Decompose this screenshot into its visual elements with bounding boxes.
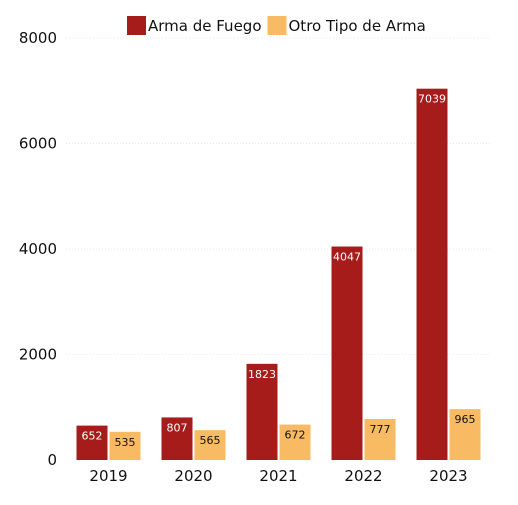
bar-arma-de-fuego-2020 [161,417,193,460]
x-tick-label: 2020 [174,467,212,485]
x-tick-label: 2022 [344,467,382,485]
bar-otro-tipo-de-arma-2023 [449,409,481,460]
legend-label: Otro Tipo de Arma [289,17,426,35]
y-tick-label: 2000 [19,346,57,364]
bar-arma-de-fuego-2021 [246,363,278,460]
bar-otro-tipo-de-arma-2020 [194,430,226,460]
data-label: 1823 [248,368,276,381]
x-tick-label: 2023 [429,467,467,485]
y-tick-label: 0 [47,451,57,469]
legend-swatch-0 [127,16,146,35]
bar-arma-de-fuego-2023 [416,88,448,460]
data-label: 7039 [418,93,446,106]
legend-swatch-1 [267,16,287,35]
data-label: 565 [200,434,221,447]
x-axis: 2019 2020 2021 2022 2023 [89,467,467,485]
bar-arma-de-fuego-2019 [76,425,108,460]
y-tick-label: 6000 [19,135,57,153]
legend-label: Arma de Fuego [148,17,262,35]
data-label: 4047 [333,251,361,264]
data-label: 652 [82,430,103,443]
data-label: 672 [285,429,306,442]
x-tick-label: 2019 [89,467,127,485]
bar-otro-tipo-de-arma-2022 [364,419,396,460]
bar-otro-tipo-de-arma-2021 [279,424,311,460]
bars: 652 535 807 565 1823 672 4047 777 7039 965 [76,88,481,460]
data-label: 807 [167,421,188,434]
y-tick-label: 4000 [19,240,57,258]
bar-arma-de-fuego-2022 [331,246,363,460]
legend: Arma de Fuego Otro Tipo de Arma [127,16,426,35]
data-label: 965 [455,413,476,426]
data-label: 777 [370,423,391,436]
x-tick-label: 2021 [259,467,297,485]
y-axis: 0 2000 4000 6000 8000 [19,29,57,469]
bar-otro-tipo-de-arma-2019 [109,431,141,460]
y-tick-label: 8000 [19,29,57,47]
data-label: 535 [115,436,136,449]
